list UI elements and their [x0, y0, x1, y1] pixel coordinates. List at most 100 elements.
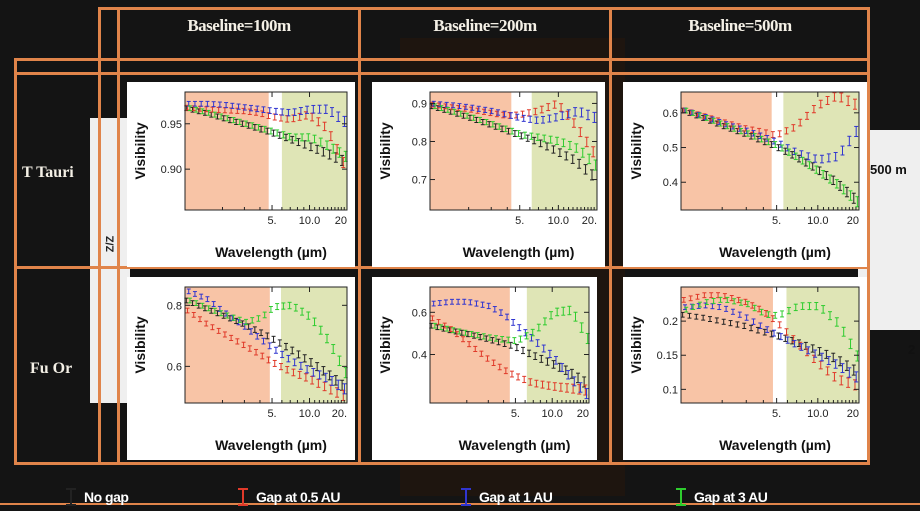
background-right-label: 500 m	[870, 162, 907, 177]
y-tick-label: 0.6	[412, 307, 427, 319]
y-axis-label: Visibility	[377, 316, 393, 374]
shaded-region-outer	[281, 92, 347, 210]
row-label: T Tauri	[22, 164, 74, 181]
series-gap-at-1-au	[186, 100, 347, 127]
series-no-gap	[680, 311, 856, 376]
x-axis-label: Wavelength (µm)	[719, 244, 831, 260]
y-tick-label: 0.15	[657, 350, 678, 362]
series-gap-at-1-au	[431, 100, 597, 124]
shaded-region-inner	[185, 287, 270, 403]
y-tick-label: 0.95	[161, 119, 182, 131]
y-axis-label: Visibility	[132, 122, 148, 180]
x-tick-label: 10.0	[541, 408, 562, 420]
plot-frame	[429, 286, 590, 404]
series-gap-at-0-5-au	[430, 315, 588, 396]
y-tick-label: 0.8	[167, 300, 182, 312]
series-gap-at-3-au	[187, 297, 348, 379]
grid-line	[14, 72, 870, 75]
x-tick-label: 10.0	[807, 215, 828, 227]
chart-panel-fuor-500m: 0.1 0.15 0.2 5. 10.0 20 Wavelength (µm) Visibil…	[623, 277, 867, 460]
y-tick-label: 0.2	[663, 316, 678, 328]
y-tick-label: 0.6	[663, 108, 678, 120]
legend-item: Gap at 3 AU	[674, 486, 768, 508]
series-no-gap	[429, 103, 594, 181]
x-tick-label: 20	[847, 408, 859, 420]
legend-label: Gap at 0.5 AU	[256, 489, 341, 505]
grid-line	[609, 7, 612, 465]
legend-item: Gap at 1 AU	[459, 486, 553, 508]
series-gap-at-1-au	[186, 288, 347, 395]
x-tick-label: 5.	[772, 408, 781, 420]
x-axis-label: Wavelength (µm)	[459, 437, 571, 453]
y-tick-label: 0.8	[412, 136, 427, 148]
table-inner-frame	[14, 58, 870, 465]
x-tick-label: 5.	[515, 215, 524, 227]
x-tick-label: 20	[577, 408, 589, 420]
legend-label: Gap at 1 AU	[479, 489, 553, 505]
x-tick-label: 20	[847, 215, 859, 227]
series-no-gap	[184, 105, 345, 166]
chart-panel-ttauri-100m: 0.90 0.95 5. 10.0 20 Wavelength (µm) Visibilit…	[127, 82, 355, 267]
y-tick-label: 0.4	[663, 177, 678, 189]
column-header: Baseline=100m	[187, 16, 291, 35]
column-header: Baseline=200m	[433, 16, 537, 35]
chart-svg: 0.4 0.6 5. 10.0 20 Wavelength (µm) Visibility	[377, 286, 590, 453]
series-gap-at-3-au	[432, 305, 590, 345]
x-tick-label: 10.0	[548, 215, 569, 227]
x-axis-label: Wavelength (µm)	[463, 244, 575, 260]
y-tick-label: 0.6	[167, 361, 182, 373]
legend-label: Gap at 3 AU	[694, 489, 768, 505]
plot-frame	[184, 286, 348, 404]
x-tick-label: 20.	[582, 215, 597, 227]
chart-svg: 0.6 0.8 5. 10.0 20. Wavelength (µm) Visibility	[132, 286, 348, 453]
plot-frame	[184, 91, 348, 211]
x-tick-label: 5.	[772, 215, 781, 227]
shaded-region-outer	[280, 287, 347, 403]
y-axis-label: Visibility	[132, 316, 148, 374]
y-axis-label: Visibility	[628, 122, 644, 180]
y-axis-label: Visibility	[377, 122, 393, 180]
x-tick-label: 5.	[267, 408, 276, 420]
chart-panel-ttauri-200m: 0.7 0.8 0.9 5. 10.0 20. Wavelength (µm) Visibil…	[372, 82, 605, 267]
plot-frame	[429, 91, 598, 211]
x-tick-label: 10.0	[299, 408, 320, 420]
series-gap-at-1-au	[431, 298, 589, 400]
chart-svg: 0.1 0.15 0.2 5. 10.0 20 Wavelength (µm) Visibil…	[628, 286, 860, 453]
series-gap-at-1-au	[683, 302, 859, 383]
series-gap-at-3-au	[433, 103, 598, 171]
grid-line	[117, 7, 120, 465]
shaded-region-outer	[783, 92, 859, 210]
shaded-region-outer	[531, 92, 597, 210]
series-gap-at-3-au	[684, 296, 860, 362]
bottom-rule	[0, 503, 920, 505]
x-tick-label: 10.0	[299, 215, 320, 227]
plot-frame	[680, 91, 860, 211]
column-header: Baseline=500m	[688, 16, 792, 35]
y-tick-label: 0.5	[663, 143, 678, 155]
chart-panel-ttauri-500m: 0.4 0.5 0.6 5. 10.0 20 Wavelength (µm) Visibili…	[623, 82, 867, 267]
grid-line	[358, 7, 361, 465]
x-axis-label: Wavelength (µm)	[215, 437, 327, 453]
error-bar-icon	[461, 488, 471, 506]
legend-item: No gap	[64, 486, 129, 508]
error-bar-icon	[238, 488, 248, 506]
x-axis-label: Wavelength (µm)	[215, 244, 327, 260]
error-bar-icon	[676, 488, 686, 506]
background-left-panel	[90, 118, 130, 403]
chart-svg: 0.4 0.5 0.6 5. 10.0 20 Wavelength (µm) Visibili…	[628, 91, 860, 260]
chart-panel-fuor-200m: 0.4 0.6 5. 10.0 20 Wavelength (µm) Visibility	[372, 277, 597, 460]
series-no-gap	[680, 107, 856, 204]
legend-item: Gap at 0.5 AU	[236, 486, 341, 508]
x-tick-label: 5.	[267, 215, 276, 227]
grid-line	[14, 266, 870, 269]
row-label: Fu Or	[30, 360, 73, 377]
background-right-tick: 2	[908, 342, 916, 357]
chart-svg: 0.7 0.8 0.9 5. 10.0 20. Wavelength (µm) Visibil…	[377, 91, 598, 260]
y-tick-label: 0.7	[412, 175, 427, 187]
x-tick-label: 10.0	[807, 408, 828, 420]
chart-svg: 0.90 0.95 5. 10.0 20 Wavelength (µm) Visibilit…	[132, 91, 348, 260]
y-tick-label: 0.90	[161, 164, 182, 176]
series-gap-at-0-5-au	[430, 100, 596, 158]
y-tick-label: 0.9	[412, 98, 427, 110]
y-tick-label: 0.4	[412, 349, 427, 361]
